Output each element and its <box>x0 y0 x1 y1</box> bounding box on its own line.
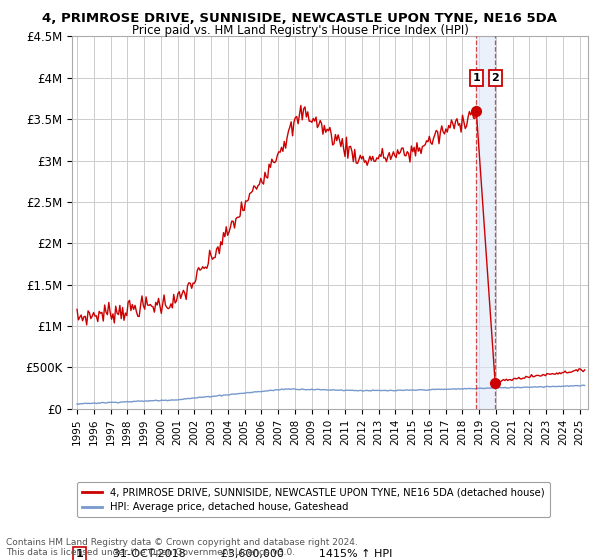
Text: Contains HM Land Registry data © Crown copyright and database right 2024.
This d: Contains HM Land Registry data © Crown c… <box>6 538 358 557</box>
Text: Price paid vs. HM Land Registry's House Price Index (HPI): Price paid vs. HM Land Registry's House … <box>131 24 469 36</box>
Legend: 4, PRIMROSE DRIVE, SUNNISIDE, NEWCASTLE UPON TYNE, NE16 5DA (detached house), HP: 4, PRIMROSE DRIVE, SUNNISIDE, NEWCASTLE … <box>77 482 550 517</box>
Text: 31-OCT-2018          £3,600,000          1415% ↑ HPI: 31-OCT-2018 £3,600,000 1415% ↑ HPI <box>106 549 392 559</box>
Text: 1: 1 <box>472 73 480 83</box>
Text: 2: 2 <box>491 73 499 83</box>
Text: 4, PRIMROSE DRIVE, SUNNISIDE, NEWCASTLE UPON TYNE, NE16 5DA: 4, PRIMROSE DRIVE, SUNNISIDE, NEWCASTLE … <box>43 12 557 25</box>
Bar <box>476 36 495 409</box>
Text: 1: 1 <box>76 549 83 559</box>
